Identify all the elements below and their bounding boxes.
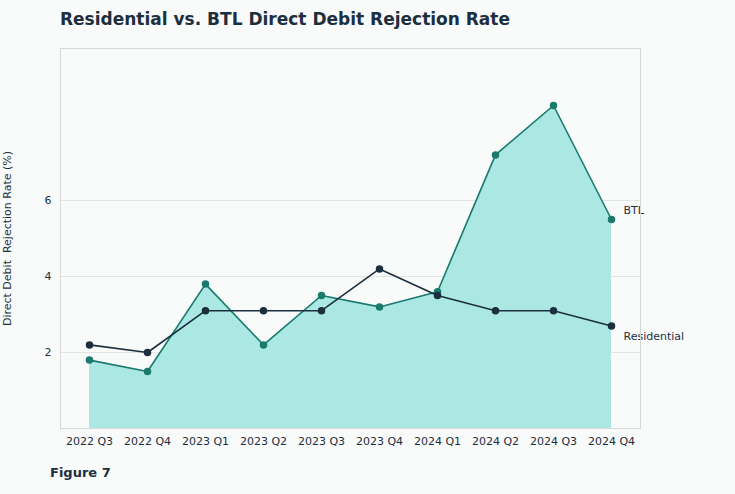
svg-text:6: 6 [45,194,52,207]
svg-text:2023 Q2: 2023 Q2 [240,435,287,448]
svg-text:2023 Q3: 2023 Q3 [298,435,345,448]
svg-text:2024 Q2: 2024 Q2 [472,435,519,448]
svg-text:2023 Q1: 2023 Q1 [182,435,229,448]
svg-text:2022 Q4: 2022 Q4 [124,435,171,448]
svg-text:BTL: BTL [624,204,645,217]
svg-text:2024 Q4: 2024 Q4 [588,435,635,448]
svg-text:2024 Q3: 2024 Q3 [530,435,577,448]
svg-text:2022 Q3: 2022 Q3 [66,435,113,448]
svg-text:Direct Debit Rejection Rate (: Direct Debit Rejection Rate (%) [1,151,14,326]
html-text:Residential vs. BTL Direct Deb: Residential vs. BTL Direct Debit Rejecti… [60,9,510,29]
svg-text:Residential: Residential [624,330,685,343]
svg-text:4: 4 [45,270,52,283]
html-text:Figure 7: Figure 7 [50,465,111,480]
svg-text:2024 Q1: 2024 Q1 [414,435,461,448]
svg-text:2023 Q4: 2023 Q4 [356,435,403,448]
svg-text:2: 2 [45,346,52,359]
